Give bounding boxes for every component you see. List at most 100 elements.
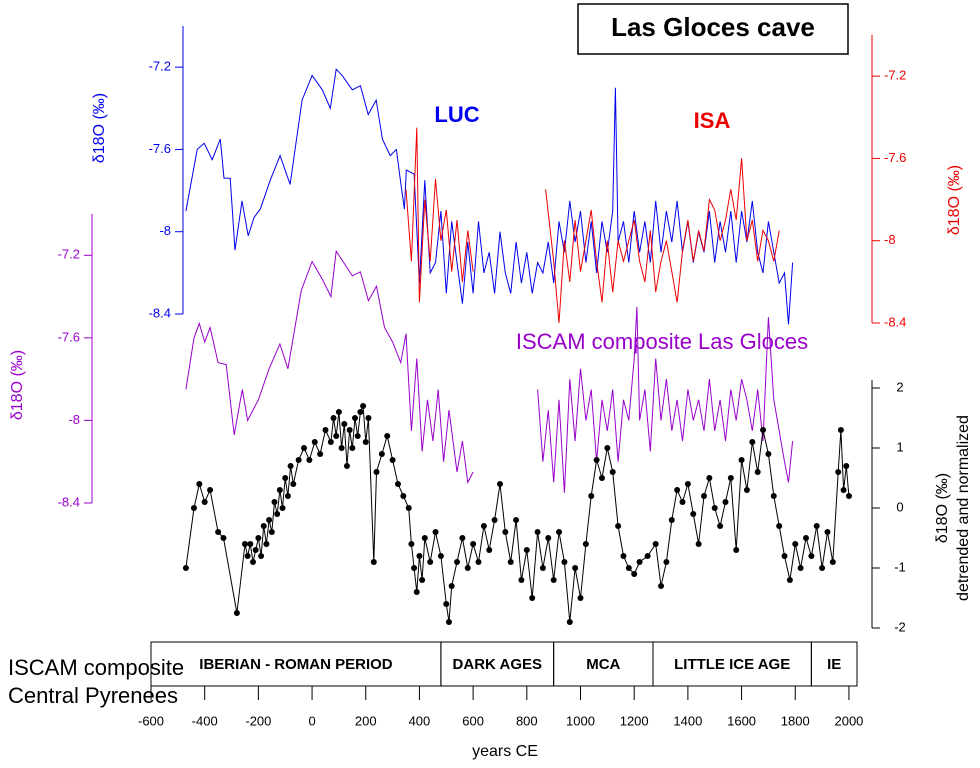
x-tick-label: 400 — [409, 713, 431, 728]
data-point — [279, 505, 286, 511]
data-point — [513, 517, 520, 523]
y-tick-label: -8 — [68, 412, 80, 427]
data-point — [711, 505, 718, 511]
y-axis-label: δ18O (‰) — [91, 93, 108, 163]
data-point — [282, 475, 289, 481]
data-point — [443, 601, 450, 607]
x-tick-label: 200 — [355, 713, 377, 728]
data-point — [301, 445, 308, 451]
data-point — [352, 415, 359, 421]
data-point — [717, 523, 724, 529]
y-tick-label: -7.6 — [149, 141, 171, 156]
data-point — [845, 493, 852, 499]
data-point — [695, 541, 702, 547]
data-point — [539, 565, 546, 571]
data-point — [588, 493, 595, 499]
y-tick-label: -7.6 — [58, 329, 80, 344]
data-point — [781, 553, 788, 559]
data-point — [797, 565, 804, 571]
x-tick-label: -200 — [245, 713, 271, 728]
data-point — [792, 541, 799, 547]
data-point — [306, 457, 313, 463]
y-axis-label: δ18O (‰) — [934, 473, 951, 543]
data-point — [470, 541, 477, 547]
y-axis-label: δ18O (‰) — [9, 350, 26, 420]
y-tick-label: -8.4 — [884, 314, 906, 329]
y-axis-label: detrended and normalized — [955, 415, 972, 601]
data-point — [370, 559, 377, 565]
data-point — [432, 529, 439, 535]
data-point — [690, 511, 697, 517]
data-point — [330, 415, 337, 421]
data-point — [572, 565, 579, 571]
x-tick-label: 1800 — [781, 713, 810, 728]
data-point — [260, 523, 267, 529]
data-point — [674, 487, 681, 493]
data-point — [349, 445, 356, 451]
series-label: ISA — [694, 108, 731, 133]
data-point — [421, 535, 428, 541]
data-point — [295, 457, 302, 463]
period-label: IE — [827, 656, 841, 673]
data-point — [284, 493, 291, 499]
period-label: MCA — [586, 656, 620, 673]
x-tick-label: 800 — [516, 713, 538, 728]
series-line — [185, 249, 794, 493]
period-label: LITTLE ICE AGE — [674, 656, 790, 673]
data-point — [700, 493, 707, 499]
data-point — [220, 535, 227, 541]
data-point — [523, 547, 530, 553]
data-point — [416, 553, 423, 559]
data-point — [255, 535, 262, 541]
data-point — [266, 517, 273, 523]
series-label: ISCAM composite Central Pyrenees — [8, 655, 185, 708]
y-tick-label: -8 — [159, 223, 171, 238]
data-point — [258, 553, 265, 559]
data-point — [829, 559, 836, 565]
data-point — [290, 481, 297, 487]
data-point — [354, 433, 361, 439]
y-tick-label: -8 — [884, 232, 896, 247]
data-point — [252, 547, 259, 553]
data-point — [776, 523, 783, 529]
y-tick-label: -1 — [894, 559, 906, 574]
chart-title: Las Gloces cave — [611, 12, 815, 42]
data-point — [561, 559, 568, 565]
data-point — [813, 523, 820, 529]
data-point — [244, 553, 251, 559]
data-point — [408, 541, 415, 547]
data-point — [577, 595, 584, 601]
data-point — [373, 469, 380, 475]
data-point — [507, 559, 514, 565]
data-point — [365, 415, 372, 421]
period-label: DARK AGES — [453, 656, 542, 673]
data-point — [556, 529, 563, 535]
x-tick-label: 600 — [462, 713, 484, 728]
data-point — [335, 409, 342, 415]
data-point — [738, 457, 745, 463]
x-tick-label: -600 — [138, 713, 164, 728]
data-point — [684, 481, 691, 487]
data-point — [341, 421, 348, 427]
y-tick-label: -7.2 — [58, 247, 80, 262]
data-point — [706, 475, 713, 481]
data-point — [437, 553, 444, 559]
data-point — [518, 577, 525, 583]
data-point — [405, 505, 412, 511]
data-point — [400, 493, 407, 499]
x-tick-label: 1600 — [727, 713, 756, 728]
data-point — [582, 541, 589, 547]
data-point — [550, 577, 557, 583]
data-point — [190, 505, 197, 511]
data-point — [722, 499, 729, 505]
data-point — [311, 439, 318, 445]
data-point — [598, 475, 605, 481]
data-point — [620, 553, 627, 559]
data-point — [644, 553, 651, 559]
data-point — [233, 610, 240, 616]
data-point — [247, 541, 254, 547]
data-point — [384, 433, 391, 439]
data-point — [475, 559, 482, 565]
data-point — [454, 559, 461, 565]
